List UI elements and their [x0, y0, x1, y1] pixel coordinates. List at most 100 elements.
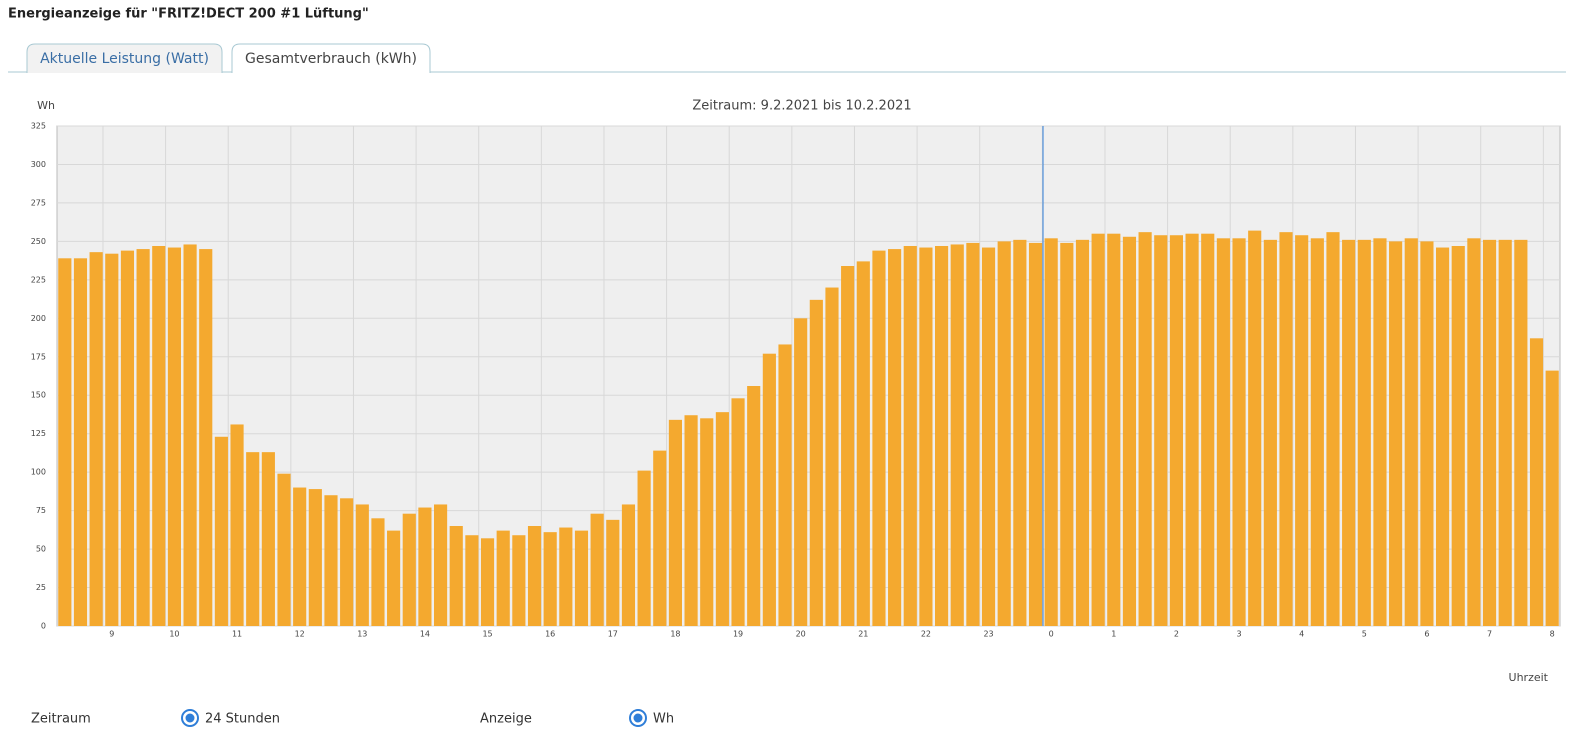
- y-tick-label: 200: [31, 314, 46, 323]
- bar: [1232, 238, 1246, 627]
- bar: [762, 353, 776, 626]
- bar: [1169, 235, 1183, 626]
- bar: [277, 473, 291, 626]
- x-tick-label: 7: [1487, 630, 1492, 639]
- x-tick-label: 3: [1237, 630, 1242, 639]
- bar: [527, 526, 542, 626]
- radio-dot[interactable]: [633, 713, 643, 723]
- x-tick-label: 8: [1550, 630, 1555, 639]
- bar: [465, 535, 479, 626]
- x-tick-label: 2: [1174, 630, 1179, 639]
- bar: [167, 247, 181, 627]
- bar: [637, 470, 651, 626]
- bar: [152, 246, 166, 626]
- bar: [1013, 239, 1027, 626]
- bar: [981, 247, 996, 627]
- x-tick-label: 22: [921, 630, 931, 639]
- bar: [1028, 242, 1043, 626]
- radio-label[interactable]: Wh: [653, 712, 674, 727]
- x-tick-label: 11: [232, 630, 242, 639]
- bar: [778, 344, 792, 626]
- bar: [1357, 239, 1371, 626]
- bar: [214, 436, 228, 626]
- bar: [700, 418, 714, 626]
- tab-label[interactable]: Gesamtverbrauch (kWh): [245, 51, 417, 67]
- bar: [1529, 338, 1544, 626]
- bar: [825, 287, 839, 626]
- y-tick-label: 75: [36, 506, 46, 515]
- bar: [387, 530, 401, 626]
- bar: [653, 450, 667, 626]
- y-tick-label: 225: [31, 275, 46, 284]
- bar: [371, 518, 385, 626]
- bar: [1185, 233, 1199, 626]
- bar: [340, 498, 354, 626]
- radio-dot[interactable]: [185, 713, 195, 723]
- bar: [1514, 239, 1528, 626]
- y-tick-label: 275: [31, 198, 46, 207]
- bar: [246, 452, 260, 626]
- x-tick-label: 16: [545, 630, 555, 639]
- x-tick-label: 18: [670, 630, 680, 639]
- x-tick-label: 4: [1299, 630, 1304, 639]
- bar: [1138, 232, 1152, 626]
- bar: [966, 242, 980, 626]
- x-tick-label: 14: [420, 630, 430, 639]
- bar: [590, 513, 604, 626]
- x-tick-label: 9: [109, 630, 114, 639]
- bar: [1404, 238, 1418, 627]
- control-label: Zeitraum: [31, 712, 91, 727]
- bar: [480, 538, 495, 626]
- bar: [747, 386, 761, 626]
- bar: [261, 452, 275, 626]
- bar: [512, 535, 526, 626]
- x-tick-label: 12: [295, 630, 305, 639]
- bar: [841, 266, 855, 626]
- y-tick-label: 150: [31, 391, 46, 400]
- bar: [402, 513, 416, 626]
- x-tick-label: 1: [1111, 630, 1116, 639]
- bar: [293, 487, 307, 626]
- x-tick-label: 6: [1424, 630, 1429, 639]
- y-tick-label: 50: [36, 545, 46, 554]
- bar: [1091, 233, 1105, 626]
- plot-area: [56, 125, 1561, 627]
- bar: [997, 241, 1011, 626]
- tab-label[interactable]: Aktuelle Leistung (Watt): [40, 51, 209, 67]
- x-tick-label: 20: [796, 630, 806, 639]
- bar: [1044, 238, 1058, 627]
- bar: [105, 253, 119, 626]
- bar: [89, 252, 103, 626]
- x-tick-label: 5: [1362, 630, 1367, 639]
- x-axis-label: Uhrzeit: [1509, 671, 1549, 684]
- bar: [199, 249, 213, 627]
- bar: [1279, 232, 1293, 626]
- bar: [1482, 239, 1497, 626]
- bar: [668, 419, 682, 626]
- tab[interactable]: [231, 43, 431, 73]
- bar: [856, 261, 870, 626]
- bar: [888, 249, 902, 627]
- radio-label[interactable]: 24 Stunden: [205, 712, 280, 727]
- bar: [872, 250, 886, 626]
- x-tick-label: 0: [1049, 630, 1054, 639]
- bar: [935, 246, 949, 626]
- bar: [543, 532, 557, 626]
- bar: [1342, 239, 1356, 626]
- page-title: Energieanzeige für "FRITZ!DECT 200 #1 Lü…: [8, 7, 369, 22]
- bar: [1545, 370, 1559, 626]
- y-axis-label: Wh: [37, 99, 55, 112]
- x-tick-label: 13: [357, 630, 367, 639]
- y-tick-label: 175: [31, 352, 46, 361]
- bar: [1420, 241, 1434, 626]
- bar: [1467, 238, 1481, 627]
- bar: [355, 504, 369, 626]
- bar: [136, 249, 150, 627]
- x-tick-label: 19: [733, 630, 743, 639]
- chart: Zeitraum: 9.2.2021 bis 10.2.2021 Wh Uhrzei…: [31, 99, 1560, 684]
- tab[interactable]: [26, 43, 223, 73]
- bar: [731, 398, 745, 626]
- chart-title: Zeitraum: 9.2.2021 bis 10.2.2021: [692, 99, 911, 114]
- y-tick-label: 125: [31, 429, 46, 438]
